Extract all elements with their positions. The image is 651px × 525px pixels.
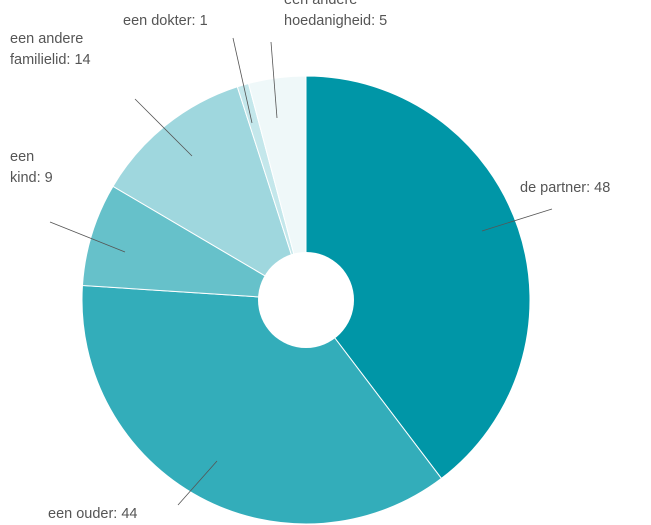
leader-line-2 [49,221,126,253]
leader-line-1 [177,460,218,506]
slice-label-5-line-0: een andere [284,0,357,8]
leader-line-5 [270,41,278,119]
slice-label-1-line-0: een ouder: 44 [48,506,138,522]
pie-slice-2 [81,185,307,301]
leader-line-3 [134,98,193,157]
slice-label-0-line-0: de partner: 48 [520,180,610,196]
slice-label-3-line-0: een andere [10,31,83,47]
pie-slices [81,75,531,525]
slice-label-5-line-1: hoedanigheid: 5 [284,13,387,29]
pie-slice-0 [305,75,531,480]
leader-line-0 [481,208,553,232]
pie-slice-1 [81,284,443,525]
slice-label-2-line-0: een [10,149,34,165]
pie-slice-5 [247,75,307,301]
slice-label-3-line-1: familielid: 14 [10,52,91,68]
donut-hole [258,252,354,348]
slice-labels: de partner: 48 een ouder: 44 een kind: 9 een… [10,0,610,522]
leader-lines [49,37,553,506]
slice-label-2-line-1: kind: 9 [10,170,53,186]
slice-label-4-line-0: een dokter: 1 [123,13,208,29]
leader-line-4 [232,37,253,124]
pie-slice-3 [112,86,307,302]
